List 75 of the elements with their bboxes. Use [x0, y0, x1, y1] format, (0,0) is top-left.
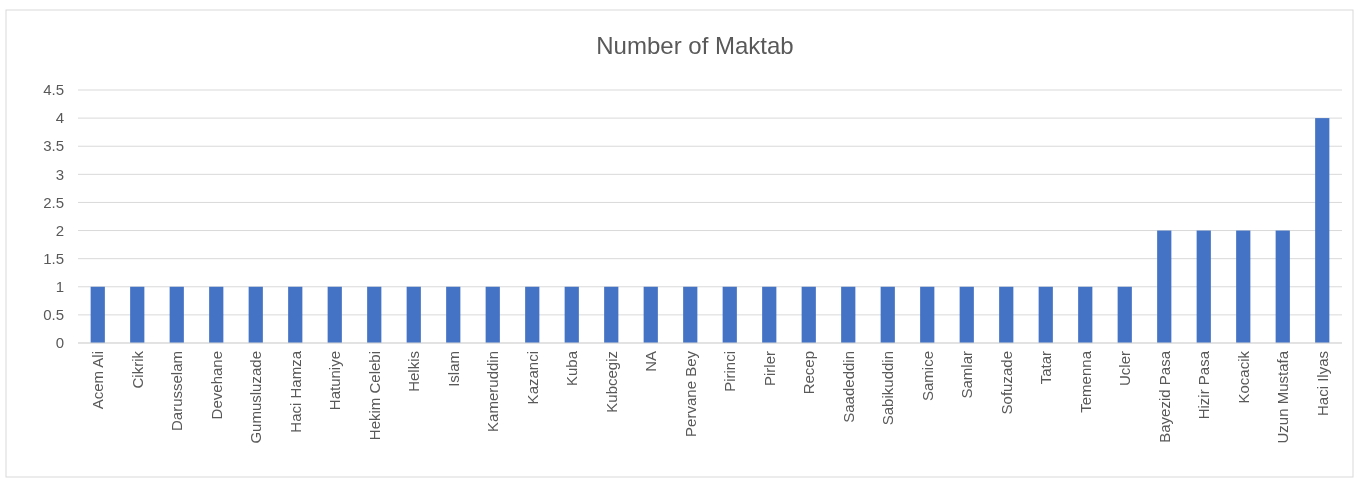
bar — [722, 286, 737, 343]
x-tick-label: Bayezid Pasa — [1155, 350, 1173, 443]
x-tick-label: Samlar — [958, 351, 975, 399]
y-tick-label: 2 — [55, 221, 64, 239]
x-tick-label: Acem Ali — [89, 351, 106, 410]
x-tick-label: Saadeddin — [839, 351, 857, 423]
x-tick-label: Samice — [918, 351, 936, 402]
x-tick-label: Kocacik — [1234, 350, 1252, 404]
x-tick-label: Pirinci — [721, 351, 738, 392]
y-tick-label: 0.5 — [43, 306, 64, 324]
bar — [367, 286, 382, 343]
bar — [959, 286, 974, 343]
y-tick-label: 0 — [55, 334, 64, 352]
x-tick-label: Temenna — [1076, 350, 1094, 413]
bar — [643, 286, 658, 343]
x-tick-label: Hatuniye — [326, 351, 343, 411]
x-tick-label: NA — [642, 351, 659, 372]
bar — [1315, 118, 1330, 343]
bar — [999, 286, 1014, 343]
bar — [288, 286, 303, 343]
x-tick-label: Gumusluzade — [247, 351, 264, 444]
x-tick-label: Sabikuddin — [879, 351, 896, 426]
bar — [683, 286, 698, 343]
x-tick-label: Kameruddin — [484, 351, 501, 432]
x-tick-label: Islam — [444, 351, 462, 387]
bar — [406, 286, 421, 343]
bar — [90, 286, 105, 343]
bar — [1157, 230, 1172, 343]
x-tick-label: Haci Hamza — [286, 350, 304, 433]
bar — [169, 286, 184, 343]
x-tick-label: Hizir Pasa — [1195, 350, 1212, 420]
y-tick-label: 4 — [55, 109, 64, 127]
x-tick-label: Sofuzade — [997, 351, 1015, 415]
x-tick-label: Kubcegiz — [602, 351, 620, 413]
x-tick-label: Uzun Mustafa — [1274, 350, 1291, 444]
bar — [762, 286, 777, 343]
y-tick-label: 4.5 — [43, 81, 64, 99]
x-tick-label: Haci Ilyas — [1313, 351, 1331, 417]
bar — [485, 286, 500, 343]
bar — [130, 286, 145, 343]
y-tick-label: 1 — [55, 278, 64, 296]
y-tick-label: 3.5 — [43, 137, 64, 155]
bar — [920, 286, 935, 343]
bar — [801, 286, 816, 343]
x-tick-label: Pirler — [760, 351, 778, 387]
bar — [1078, 286, 1093, 343]
bar — [327, 286, 342, 343]
bar — [209, 286, 224, 343]
x-tick-label: Tatar — [1037, 351, 1054, 385]
x-tick-label: Darusselam — [168, 351, 185, 432]
x-tick-label: Kazanci — [523, 351, 541, 405]
bar — [1038, 286, 1053, 343]
x-tick-label: Kuba — [563, 350, 580, 387]
bar — [841, 286, 856, 343]
x-tick-label: Cikrik — [128, 350, 146, 389]
bar — [525, 286, 540, 343]
chart-title: Number of Maktab — [596, 32, 794, 59]
bar — [248, 286, 263, 343]
bar — [1236, 230, 1251, 343]
y-tick-label: 2.5 — [43, 193, 64, 211]
x-tick-label: Helkis — [405, 351, 422, 392]
bar — [880, 286, 895, 343]
bar — [1275, 230, 1290, 343]
bar — [604, 286, 619, 343]
x-tick-label: Ucler — [1116, 351, 1133, 387]
x-tick-label: Recep — [800, 351, 817, 395]
bar — [446, 286, 461, 343]
bar — [1196, 230, 1211, 343]
x-tick-label: Pervane Bey — [681, 350, 699, 437]
x-tick-label: Devehane — [207, 351, 225, 420]
bar — [1117, 286, 1132, 343]
y-tick-label: 1.5 — [43, 249, 64, 267]
bar — [564, 286, 579, 343]
x-tick-label: Hekim Celebi — [365, 351, 383, 441]
y-tick-label: 3 — [55, 165, 64, 183]
